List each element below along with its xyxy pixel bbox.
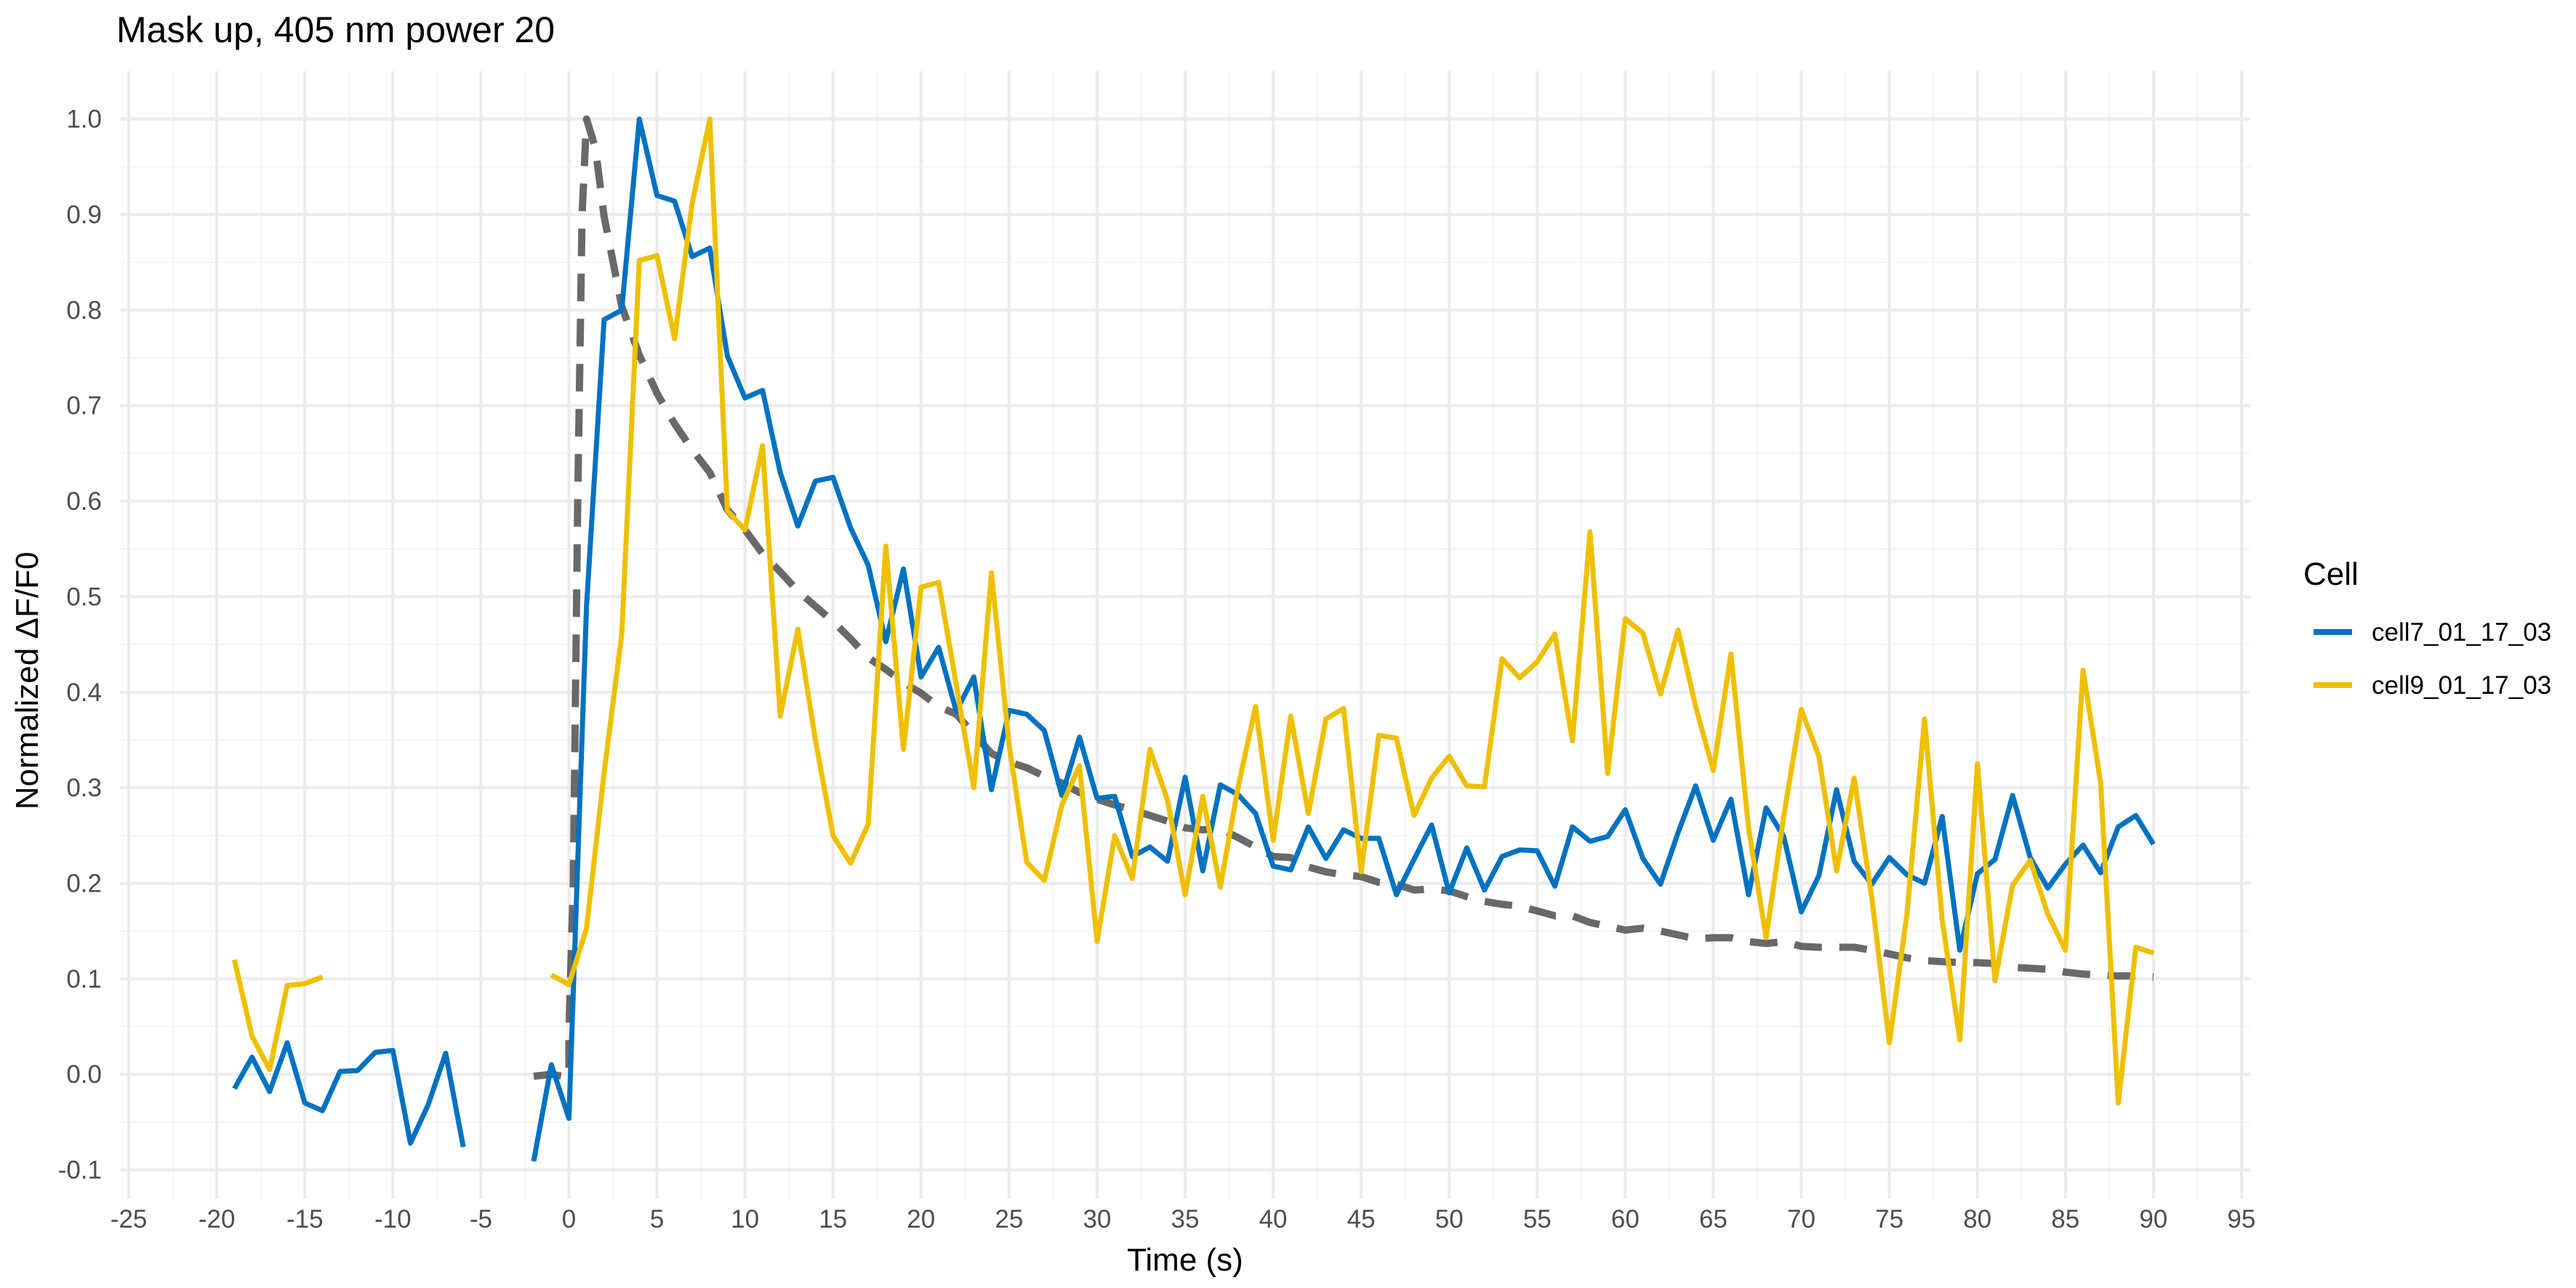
chart-title: Mask up, 405 nm power 20 (116, 9, 555, 50)
series-line-cell9_01_17_03 (231, 959, 324, 1073)
x-tick-label: 30 (1083, 1205, 1111, 1233)
legend-title: Cell (2303, 556, 2359, 592)
x-tick-label: 65 (1699, 1205, 1728, 1233)
x-tick-label: -20 (198, 1205, 236, 1233)
x-tick-label: 15 (819, 1205, 847, 1233)
y-tick-label: 0.7 (66, 392, 102, 420)
series-lines (231, 115, 2156, 1162)
x-tick-label: 10 (731, 1205, 759, 1233)
y-tick-label: 1.0 (66, 105, 102, 134)
y-tick-label: 0.3 (66, 774, 102, 802)
x-tick-label: -25 (111, 1205, 148, 1233)
x-tick-label: 95 (2227, 1205, 2255, 1233)
grid (120, 71, 2250, 1199)
x-tick-label: 0 (562, 1205, 576, 1233)
x-tick-label: 90 (2139, 1205, 2167, 1233)
x-tick-label: 35 (1171, 1205, 1200, 1233)
y-tick-label: 0.6 (66, 487, 102, 516)
series-line-cell7_01_17_03 (232, 1040, 466, 1148)
x-tick-label: -10 (374, 1205, 412, 1233)
x-tick-label: 45 (1347, 1205, 1376, 1233)
x-tick-label: 5 (650, 1205, 664, 1233)
series-line-cell7_01_17_03 (531, 116, 2156, 1162)
y-tick-label: 0.4 (66, 679, 102, 707)
y-tick-label: 0.2 (66, 870, 102, 898)
y-axis-title: Normalized ΔF/F0 (9, 552, 45, 810)
x-tick-label: -5 (470, 1205, 492, 1233)
x-tick-label: 75 (1875, 1205, 1903, 1233)
legend: Cell cell7_01_17_03 cell9_01_17_03 (2303, 556, 2551, 700)
series-line-cell9_01_17_03 (550, 116, 2154, 1106)
legend-label-cell7: cell7_01_17_03 (2372, 618, 2551, 647)
x-tick-label: 55 (1523, 1205, 1552, 1233)
tick-labels: -25 -20 -15 -10 -5 0 5 10 15 20 25 30 35 40 45 50 55 60 65… (58, 105, 2256, 1233)
x-tick-label: 85 (2051, 1205, 2079, 1233)
x-tick-label: 50 (1435, 1205, 1464, 1233)
legend-label-cell9: cell9_01_17_03 (2372, 671, 2551, 700)
x-tick-label: 80 (1963, 1205, 1991, 1233)
y-tick-label: 0.9 (66, 201, 102, 229)
y-tick-label: 0.8 (66, 296, 102, 324)
y-tick-label: 0.1 (66, 965, 102, 993)
x-axis-title: Time (s) (1127, 1242, 1243, 1278)
y-tick-label: 0.0 (66, 1060, 102, 1089)
x-tick-label: 60 (1611, 1205, 1640, 1233)
x-tick-label: 20 (907, 1205, 935, 1233)
x-tick-label: -15 (286, 1205, 324, 1233)
y-tick-label: 0.5 (66, 583, 102, 611)
x-tick-label: 25 (995, 1205, 1023, 1233)
x-tick-label: 70 (1787, 1205, 1815, 1233)
x-tick-label: 40 (1259, 1205, 1288, 1233)
y-tick-label: -0.1 (58, 1156, 102, 1185)
